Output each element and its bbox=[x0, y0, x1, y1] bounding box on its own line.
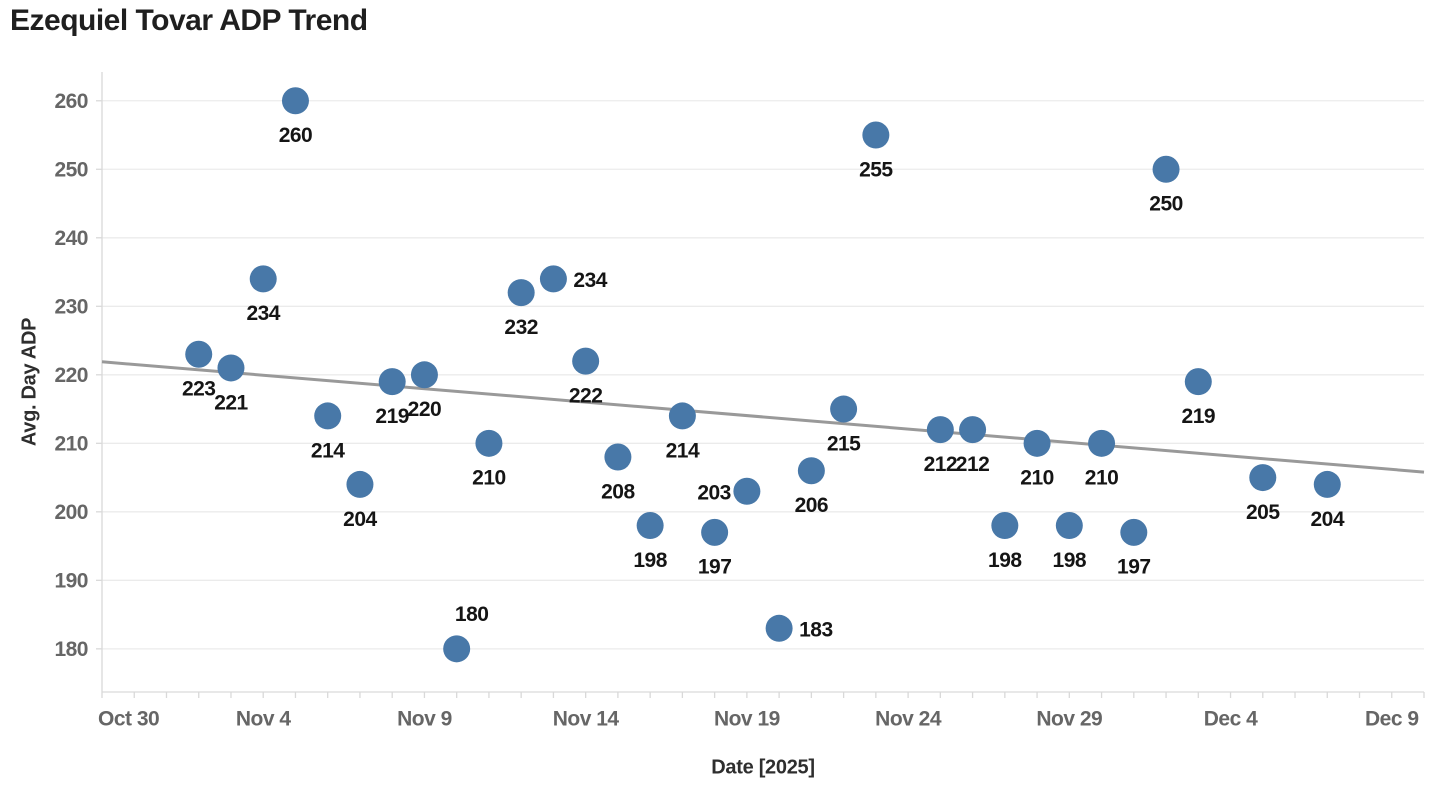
x-axis-tick-label: Dec 4 bbox=[1204, 707, 1258, 730]
y-axis-tick-label: 230 bbox=[54, 296, 88, 319]
data-point bbox=[701, 518, 729, 546]
data-point bbox=[378, 368, 406, 396]
data-point bbox=[1184, 368, 1212, 396]
data-point bbox=[1152, 155, 1180, 183]
x-axis-tick-label: Nov 29 bbox=[1036, 707, 1102, 730]
x-axis-tick-label: Nov 14 bbox=[553, 707, 620, 730]
y-axis-tick-label: 220 bbox=[54, 364, 88, 387]
data-point bbox=[1055, 512, 1083, 540]
data-point bbox=[346, 470, 374, 498]
data-point bbox=[830, 395, 858, 423]
data-point-label: 215 bbox=[827, 432, 861, 455]
data-point bbox=[217, 354, 245, 382]
data-point bbox=[1023, 429, 1051, 457]
x-axis-tick-label: Nov 24 bbox=[875, 707, 942, 730]
data-point-label: 198 bbox=[633, 549, 667, 572]
data-point bbox=[1120, 518, 1148, 546]
data-point bbox=[572, 347, 600, 375]
data-point bbox=[959, 416, 987, 444]
data-point bbox=[926, 416, 954, 444]
data-point-label: 198 bbox=[988, 549, 1022, 572]
data-point-label: 222 bbox=[569, 384, 603, 407]
data-point bbox=[185, 340, 213, 368]
data-point-label: 204 bbox=[1310, 508, 1344, 531]
data-point bbox=[862, 121, 890, 149]
data-point bbox=[475, 429, 503, 457]
data-point-label: 232 bbox=[504, 316, 538, 339]
data-point bbox=[314, 402, 342, 430]
x-axis-title: Date [2025] bbox=[711, 756, 815, 779]
data-point-label: 210 bbox=[472, 467, 506, 490]
data-point-label: 198 bbox=[1053, 549, 1087, 572]
data-point-label: 214 bbox=[311, 439, 345, 462]
data-point-label: 212 bbox=[924, 453, 958, 476]
y-axis-tick-label: 180 bbox=[54, 638, 88, 661]
data-point bbox=[668, 402, 696, 430]
x-axis-tick-label: Nov 4 bbox=[236, 707, 292, 730]
x-axis-tick-label: Oct 30 bbox=[98, 707, 159, 730]
data-point bbox=[636, 512, 664, 540]
y-axis-tick-label: 210 bbox=[54, 433, 88, 456]
data-point bbox=[410, 361, 438, 389]
data-point bbox=[991, 512, 1019, 540]
data-point bbox=[539, 265, 567, 293]
data-point-label: 223 bbox=[182, 378, 216, 401]
data-point-label: 197 bbox=[1117, 556, 1151, 579]
data-point bbox=[507, 279, 535, 307]
data-point bbox=[604, 443, 632, 471]
x-axis-tick-label: Nov 19 bbox=[714, 707, 780, 730]
data-point-label: 212 bbox=[956, 453, 990, 476]
data-point bbox=[249, 265, 277, 293]
x-axis-tick-label: Dec 9 bbox=[1365, 707, 1419, 730]
data-point-label: 206 bbox=[795, 494, 829, 517]
data-point-label: 183 bbox=[799, 619, 833, 642]
y-axis-tick-label: 260 bbox=[54, 90, 88, 113]
data-point-label: 205 bbox=[1246, 501, 1280, 524]
trend-line bbox=[101, 360, 1425, 474]
data-point bbox=[797, 457, 825, 485]
data-point-label: 250 bbox=[1149, 193, 1183, 216]
data-point-label: 234 bbox=[246, 302, 280, 325]
data-point-label: 219 bbox=[1182, 405, 1216, 428]
data-point-label: 208 bbox=[601, 480, 635, 503]
y-axis-tick-label: 190 bbox=[54, 570, 88, 593]
data-point-label: 219 bbox=[375, 405, 409, 428]
y-axis-tick-label: 200 bbox=[54, 501, 88, 524]
data-point bbox=[443, 635, 471, 663]
data-point bbox=[1313, 470, 1341, 498]
data-point bbox=[733, 477, 761, 505]
data-point bbox=[281, 87, 309, 115]
data-point-label: 234 bbox=[573, 269, 607, 292]
data-point-label: 214 bbox=[666, 439, 700, 462]
data-point-label: 197 bbox=[698, 556, 732, 579]
data-point bbox=[1088, 429, 1116, 457]
data-point-label: 255 bbox=[859, 158, 893, 181]
data-point bbox=[765, 614, 793, 642]
data-point-label: 220 bbox=[408, 398, 442, 421]
x-axis-tick-label: Nov 9 bbox=[397, 707, 452, 730]
data-point-label: 260 bbox=[279, 124, 313, 147]
data-point-label: 221 bbox=[214, 391, 248, 414]
data-point-label: 210 bbox=[1085, 467, 1119, 490]
chart-title: Ezequiel Tovar ADP Trend bbox=[10, 4, 368, 37]
data-point-label: 180 bbox=[455, 603, 489, 626]
data-point-label: 210 bbox=[1020, 467, 1054, 490]
data-point-label: 203 bbox=[697, 482, 731, 505]
y-axis-tick-label: 250 bbox=[54, 159, 88, 182]
data-point-label: 204 bbox=[343, 508, 377, 531]
data-point bbox=[1249, 464, 1277, 492]
y-axis-tick-label: 240 bbox=[54, 227, 88, 250]
